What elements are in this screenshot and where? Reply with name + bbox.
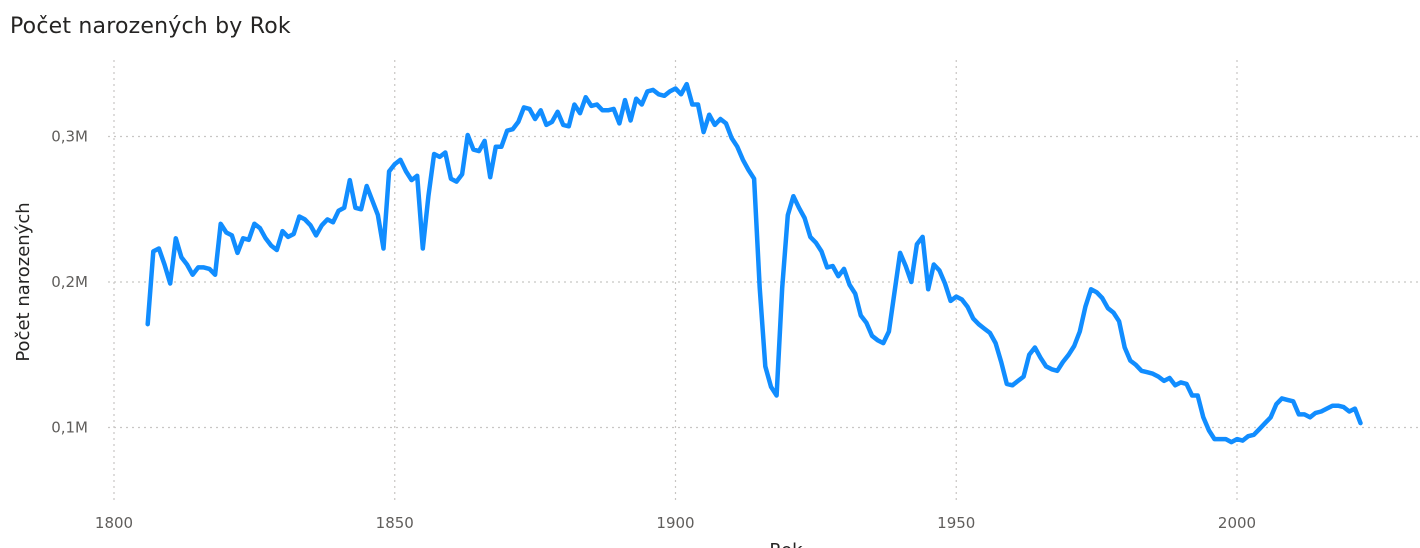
- y-tick-label: 0,3M: [51, 128, 88, 146]
- y-tick-label: 0,1M: [51, 419, 88, 437]
- y-axis-ticks: 0,1M 0,2M 0,3M: [51, 128, 88, 437]
- series-group: [145, 81, 1363, 445]
- y-axis-title: Počet narozených: [13, 202, 34, 361]
- x-tick-label: 2000: [1218, 514, 1256, 532]
- chart-title: Počet narozených by Rok: [10, 14, 291, 39]
- y-gridlines: [108, 135, 1420, 429]
- y-tick-label: 0,2M: [51, 273, 88, 291]
- x-tick-label: 1950: [937, 514, 975, 532]
- x-tick-label: 1850: [376, 514, 414, 532]
- x-tick-label: 1900: [656, 514, 694, 532]
- x-tick-label: 1800: [95, 514, 133, 532]
- x-axis-title: Rok: [769, 540, 803, 548]
- series-line: [145, 81, 1363, 445]
- x-gridlines: [113, 60, 1238, 500]
- x-axis-ticks: 1800 1850 1900 1950 2000: [95, 514, 1256, 532]
